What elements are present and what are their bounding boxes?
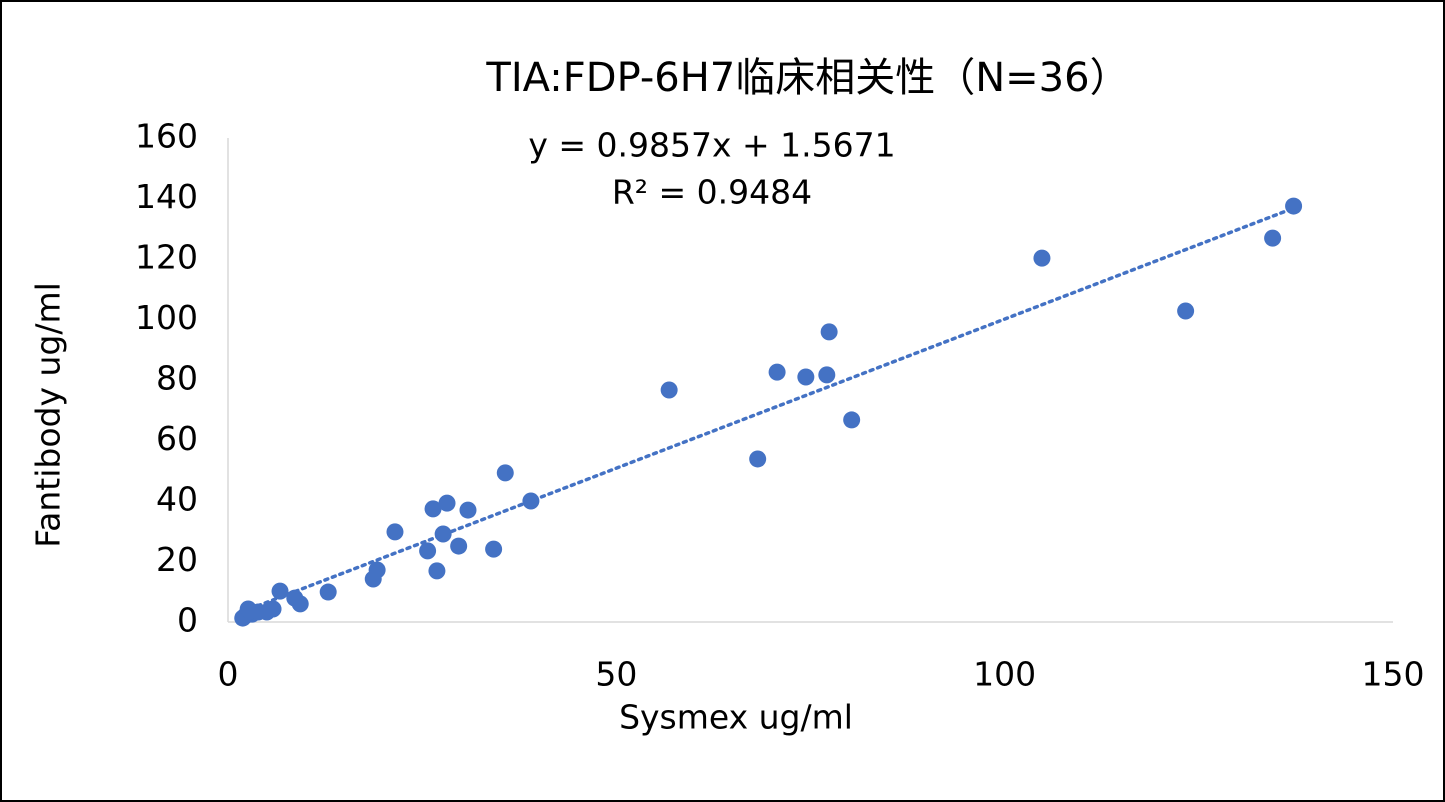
- data-point: [319, 583, 337, 601]
- data-point: [797, 368, 815, 386]
- data-point: [820, 323, 838, 341]
- y-tick-label: 20: [156, 540, 198, 579]
- data-point: [364, 570, 382, 588]
- y-tick-label: 60: [156, 419, 198, 458]
- x-axis-title: Sysmex ug/ml: [619, 698, 853, 737]
- data-point: [419, 542, 437, 560]
- data-point: [450, 537, 468, 555]
- data-point: [428, 562, 446, 580]
- data-point: [386, 523, 404, 541]
- y-tick-label: 40: [156, 480, 198, 519]
- y-tick-label: 0: [177, 601, 198, 640]
- y-tick-label: 140: [135, 177, 198, 216]
- data-point: [496, 464, 514, 482]
- y-tick-label: 160: [135, 117, 198, 156]
- data-point: [291, 595, 309, 613]
- data-point: [1264, 229, 1282, 247]
- data-point: [522, 492, 540, 510]
- x-tick-label: 50: [595, 655, 637, 694]
- data-point: [843, 411, 861, 429]
- chart-title: TIA:FDP-6H7临床相关性（N=36）: [485, 55, 1129, 101]
- data-point: [768, 363, 786, 381]
- r-squared: R² = 0.9484: [612, 173, 812, 212]
- data-point: [749, 450, 767, 468]
- data-point: [1033, 249, 1051, 267]
- x-tick-label: 0: [218, 655, 239, 694]
- data-point: [1285, 197, 1303, 215]
- x-tick-label: 150: [1362, 655, 1425, 694]
- trendline-equation: y = 0.9857x + 1.5671: [528, 126, 895, 165]
- data-point: [438, 494, 456, 512]
- data-point: [459, 501, 477, 519]
- y-tick-label: 80: [156, 359, 198, 398]
- data-point: [485, 540, 503, 558]
- data-point: [660, 381, 678, 399]
- trendline: [241, 206, 1296, 614]
- x-tick-label: 100: [973, 655, 1036, 694]
- data-point: [271, 582, 289, 600]
- data-point: [1177, 302, 1195, 320]
- y-axis-title: Fantibody ug/ml: [29, 282, 68, 548]
- y-tick-label: 100: [135, 298, 198, 337]
- y-tick-label: 120: [135, 238, 198, 277]
- data-point: [424, 500, 442, 518]
- data-point: [434, 525, 452, 543]
- data-point: [241, 602, 259, 620]
- data-point: [818, 366, 836, 384]
